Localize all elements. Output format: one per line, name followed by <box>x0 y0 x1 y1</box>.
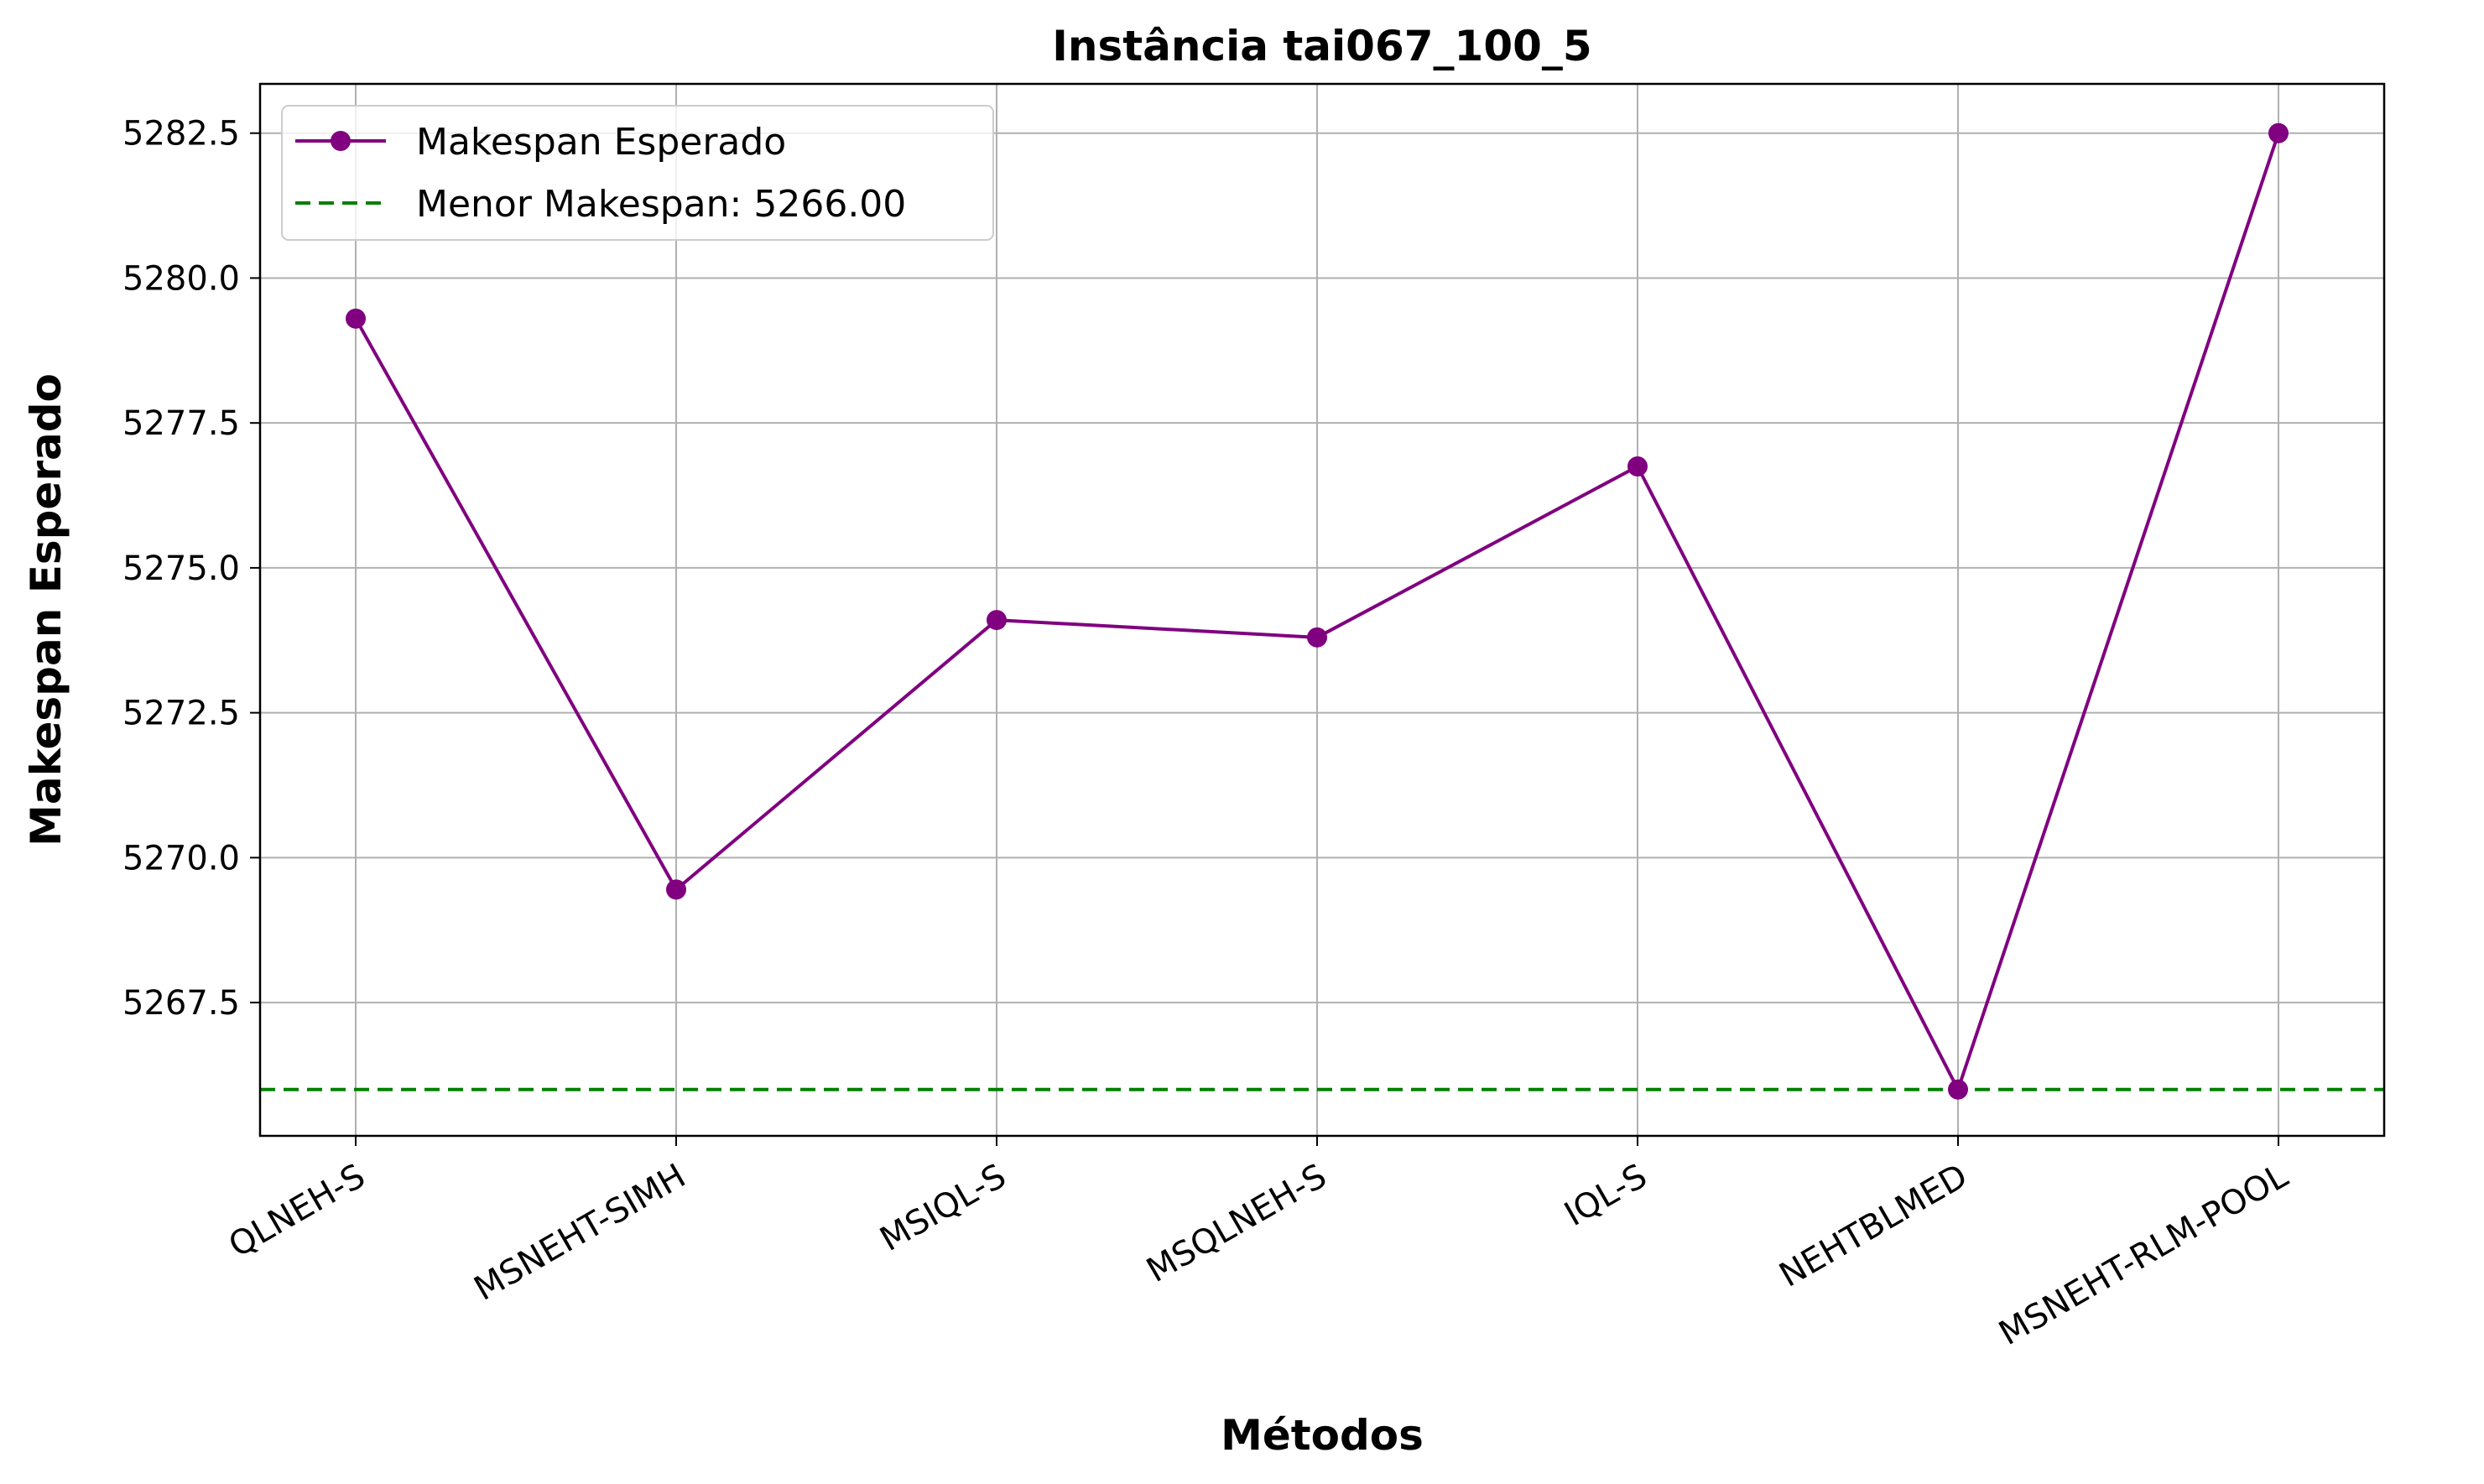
y-tick-label: 5277.5 <box>122 404 240 443</box>
y-axis-ticks: 5267.5 5270.0 5272.5 5275.0 5277.5 5280.0 5282… <box>122 115 260 1023</box>
data-point <box>1627 456 1648 476</box>
y-tick-label: 5267.5 <box>122 984 240 1023</box>
data-point <box>2268 122 2289 143</box>
series-layer <box>346 122 2289 1100</box>
y-axis-label: Makespan Esperado <box>22 373 70 846</box>
data-point <box>987 610 1007 631</box>
y-tick-label: 5272.5 <box>122 695 240 733</box>
plot-frame <box>258 82 2386 1138</box>
x-axis-label: Métodos <box>1221 1411 1424 1460</box>
grid <box>260 84 2384 1136</box>
legend-box <box>281 105 994 241</box>
y-tick-label: 5270.0 <box>122 839 240 877</box>
data-point <box>346 308 366 329</box>
data-point <box>1307 627 1327 648</box>
data-point <box>666 879 686 900</box>
y-tick-label: 5282.5 <box>122 115 240 154</box>
data-point <box>1948 1079 1968 1100</box>
legend: Makespan Esperado Menor Makespan: 5266.0… <box>281 105 994 241</box>
legend-series-label: Makespan Esperado <box>416 121 786 164</box>
legend-reference-label: Menor Makespan: 5266.00 <box>416 183 906 226</box>
legend-series-marker <box>331 131 351 151</box>
y-tick-label: 5275.0 <box>122 549 240 588</box>
y-tick-label: 5280.0 <box>122 259 240 298</box>
chart-title: Instância tai067_100_5 <box>1052 22 1591 70</box>
